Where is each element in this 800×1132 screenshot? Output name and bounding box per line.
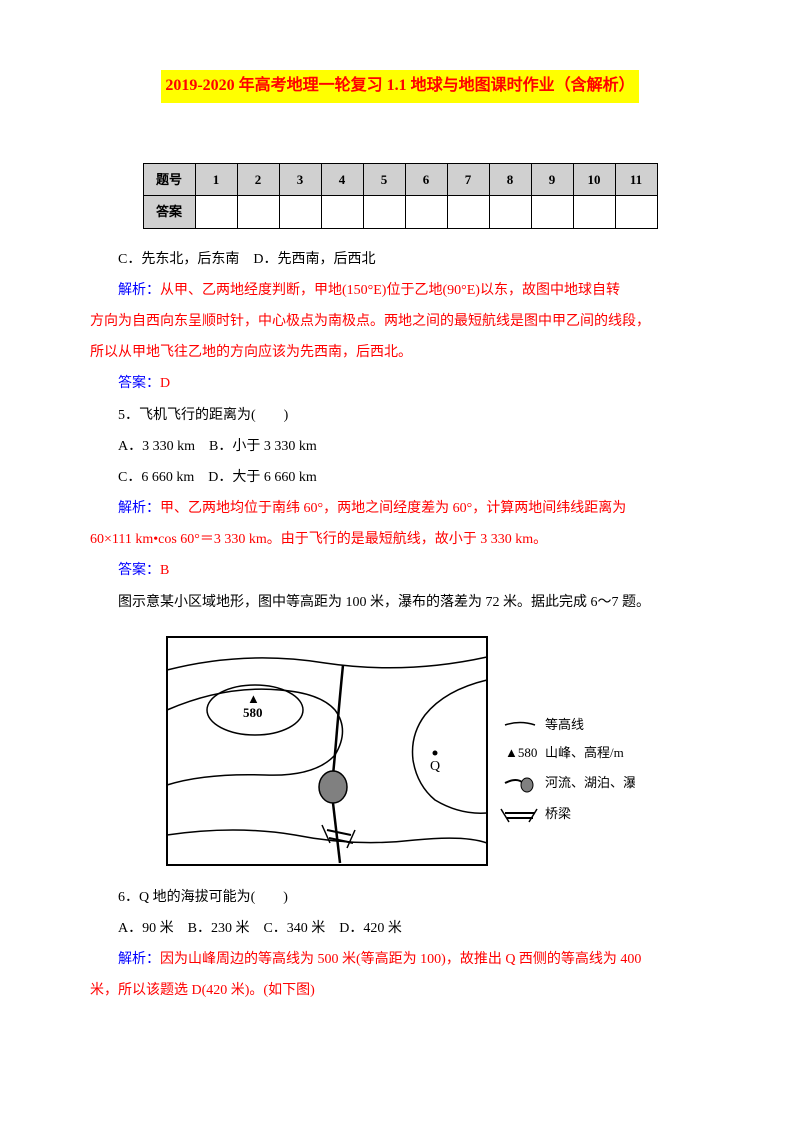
section-label: 解析： xyxy=(118,952,160,967)
q-label: Q xyxy=(430,759,440,774)
answer-cell xyxy=(531,196,573,228)
section-label: 答案： xyxy=(118,376,160,391)
legend-river: 河流、湖泊、瀑布 xyxy=(545,775,635,790)
text-line: 解析：甲、乙两地均位于南纬 60°，两地之间经度差为 60°，计算两地间纬线距离… xyxy=(90,496,710,521)
text-line: 米，所以该题选 D(420 米)。(如下图) xyxy=(90,978,710,1003)
text-line: A．90 米 B．230 米 C．340 米 D．420 米 xyxy=(90,916,710,941)
col-num: 1 xyxy=(195,163,237,195)
col-num: 10 xyxy=(573,163,615,195)
answer-cell xyxy=(195,196,237,228)
col-num: 7 xyxy=(447,163,489,195)
col-num: 3 xyxy=(279,163,321,195)
answer-cell xyxy=(237,196,279,228)
content-block: C．先东北，后东南 D．先西南，后西北解析：从甲、乙两地经度判断，甲地(150°… xyxy=(90,247,710,615)
peak-label: 580 xyxy=(243,705,263,720)
text-line: 6．Q 地的海拔可能为( ) xyxy=(90,885,710,910)
answer-cell xyxy=(321,196,363,228)
col-num: 8 xyxy=(489,163,531,195)
answer-cell xyxy=(279,196,321,228)
answer-cell xyxy=(405,196,447,228)
legend-bridge: 桥梁 xyxy=(545,806,571,821)
answer-cell xyxy=(447,196,489,228)
text-line: 解析：从甲、乙两地经度判断，甲地(150°E)位于乙地(90°E)以东，故图中地… xyxy=(90,278,710,303)
text-line: 图示意某小区域地形，图中等高距为 100 米，瀑布的落差为 72 米。据此完成 … xyxy=(90,590,710,615)
text-line: 所以从甲地飞往乙地的方向应该为先西南，后西北。 xyxy=(90,340,710,365)
header-label: 题号 xyxy=(143,163,195,195)
text-line: 答案：B xyxy=(90,558,710,583)
answer-cell xyxy=(573,196,615,228)
answer-label: 答案 xyxy=(143,196,195,228)
col-num: 9 xyxy=(531,163,573,195)
answer-cell xyxy=(615,196,657,228)
col-num: 6 xyxy=(405,163,447,195)
legend-contour: 等高线 xyxy=(545,717,584,732)
answer-cell xyxy=(489,196,531,228)
text-line: 方向为自西向东呈顺时针，中心极点为南极点。两地之间的最短航线是图中甲乙间的线段， xyxy=(90,309,710,334)
col-num: 2 xyxy=(237,163,279,195)
answer-cell xyxy=(363,196,405,228)
page-title: 2019-2020 年高考地理一轮复习 1.1 地球与地图课时作业（含解析） xyxy=(161,70,638,103)
text-line: A．3 330 km B．小于 3 330 km xyxy=(90,434,710,459)
text-line: 解析：因为山峰周边的等高线为 500 米(等高距为 100)，故推出 Q 西侧的… xyxy=(90,947,710,972)
text-line: C．6 660 km D．大于 6 660 km xyxy=(90,465,710,490)
col-num: 4 xyxy=(321,163,363,195)
section-label: 解析： xyxy=(118,283,160,298)
topographic-diagram: ▲ 580 Q 等高线 ▲580 山峰、高程/m 河流、湖泊、瀑布 桥梁 xyxy=(165,635,635,870)
legend-peak-symbol: ▲580 xyxy=(505,745,537,760)
col-num: 11 xyxy=(615,163,657,195)
section-label: 解析： xyxy=(118,501,160,516)
peak-symbol: ▲ xyxy=(247,691,260,706)
content-block: 6．Q 地的海拔可能为( ) A．90 米 B．230 米 C．340 米 D．4… xyxy=(90,885,710,1004)
text-line: 答案：D xyxy=(90,371,710,396)
col-num: 5 xyxy=(363,163,405,195)
table-row: 答案 xyxy=(143,196,657,228)
legend-peak: 山峰、高程/m xyxy=(545,745,624,760)
text-line: 60×111 km•cos 60°＝3 330 km。由于飞行的是最短航线，故小… xyxy=(90,527,710,552)
legend: 等高线 ▲580 山峰、高程/m 河流、湖泊、瀑布 桥梁 xyxy=(501,717,635,822)
answer-table: 题号 1 2 3 4 5 6 7 8 9 10 11 答案 xyxy=(143,163,658,229)
text-line: 5．飞机飞行的距离为( ) xyxy=(90,403,710,428)
text-line: C．先东北，后东南 D．先西南，后西北 xyxy=(90,247,710,272)
table-row: 题号 1 2 3 4 5 6 7 8 9 10 11 xyxy=(143,163,657,195)
section-label: 答案： xyxy=(118,563,160,578)
